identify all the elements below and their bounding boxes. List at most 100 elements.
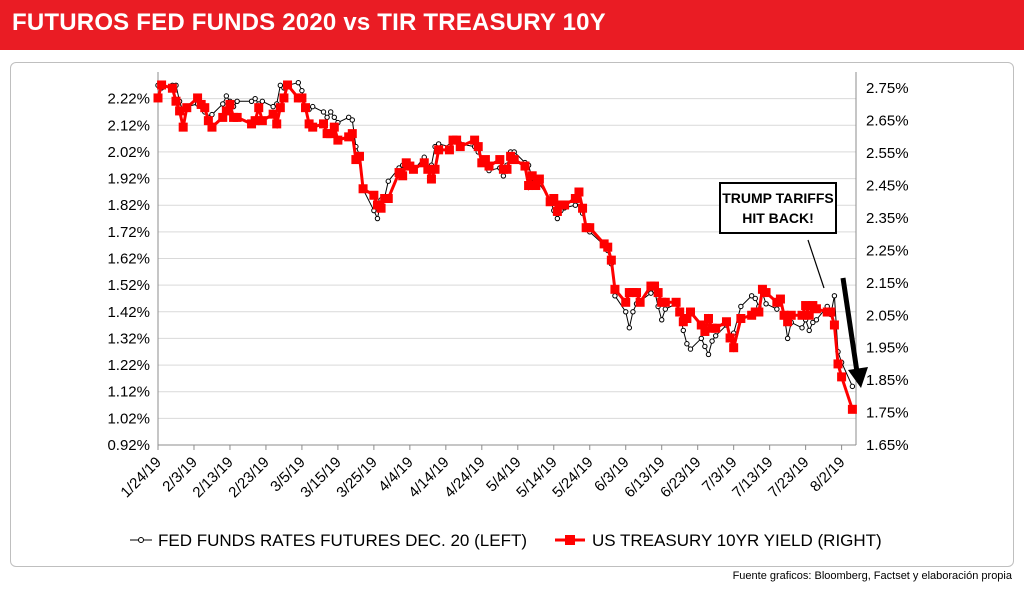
treasury-point (775, 294, 785, 304)
treasury-point (606, 255, 616, 265)
treasury-point (354, 151, 364, 161)
treasury-point (268, 109, 278, 119)
treasury-point (685, 307, 695, 317)
y-right-tick-label: 2.35% (866, 210, 909, 227)
treasury-line (156, 81, 854, 410)
treasury-point (398, 171, 408, 181)
down-arrow-head (848, 367, 868, 388)
y-left-tick-label: 2.02% (107, 144, 150, 161)
fed-funds-point (328, 109, 334, 115)
treasury-point (711, 323, 721, 333)
treasury-point (804, 310, 814, 320)
fed-funds-point (310, 103, 316, 110)
treasury-point (574, 187, 584, 197)
fed-funds-point (680, 327, 686, 334)
treasury-point (376, 203, 386, 213)
legend-fed-swatch-marker (138, 537, 144, 543)
treasury-point (358, 184, 368, 194)
treasury-point (319, 119, 329, 129)
fed-funds-point (810, 319, 816, 326)
y-right-tick-label: 2.15% (866, 275, 909, 292)
treasury-point (275, 103, 285, 113)
fed-funds-point (662, 306, 669, 312)
y-left-tick-label: 1.32% (107, 330, 150, 347)
fed-funds-point (277, 82, 284, 89)
treasury-point (329, 122, 339, 132)
treasury-point (524, 181, 534, 191)
treasury-point (423, 164, 433, 174)
y-left-tick-label: 1.22% (107, 357, 150, 374)
fed-funds-point (659, 317, 665, 323)
header-banner: FUTUROS FED FUNDS 2020 vs TIR TREASURY 1… (0, 0, 1024, 50)
treasury-point (578, 203, 588, 213)
y-right-tick-label: 2.55% (866, 145, 909, 162)
fed-funds-point (623, 309, 629, 315)
y-left-tick-label: 1.42% (107, 304, 150, 321)
treasury-point (383, 193, 393, 203)
treasury-point (653, 288, 663, 298)
fed-funds-point (684, 341, 690, 347)
x-tick-label: 7/23/19 (765, 454, 812, 501)
treasury-point (534, 174, 544, 184)
fed-funds-point (738, 303, 744, 310)
treasury-point (826, 307, 836, 317)
fed-funds-point (324, 114, 330, 120)
y-right-tick-label: 2.65% (866, 113, 909, 130)
y-right-tick-label: 2.45% (866, 178, 909, 195)
treasury-point (308, 122, 318, 132)
y-left-tick-label: 1.52% (107, 277, 150, 294)
y-right-tick-label: 1.85% (866, 372, 909, 389)
annotation-pointer (807, 239, 825, 289)
fed-funds-point (774, 306, 780, 312)
treasury-point (250, 116, 260, 126)
treasury-point (786, 310, 796, 320)
treasury-point (254, 103, 264, 113)
treasury-point (369, 190, 379, 200)
fed-funds-point (270, 103, 276, 110)
x-tick-label: 6/23/19 (657, 454, 704, 501)
treasury-point (675, 307, 685, 317)
treasury-point (171, 96, 181, 106)
fed-funds-point (345, 114, 352, 120)
treasury-point (721, 317, 731, 327)
y-left-tick-label: 2.22% (107, 91, 150, 108)
treasury-point (585, 223, 595, 233)
fed-funds-point (500, 173, 507, 179)
treasury-point (444, 145, 454, 155)
treasury-point (632, 288, 642, 298)
fed-funds-point (299, 87, 305, 94)
treasury-point (297, 93, 307, 103)
fed-funds-point (849, 383, 856, 390)
fed-funds-point (806, 327, 812, 334)
treasury-point (203, 116, 213, 126)
down-arrow-shaft (840, 277, 860, 373)
fed-funds-point (813, 317, 820, 323)
y-left-tick-label: 1.02% (107, 410, 150, 427)
fed-funds-point (709, 338, 715, 344)
fed-funds-point (385, 178, 391, 184)
treasury-point (801, 301, 811, 311)
treasury-point (811, 304, 821, 314)
page-title: FUTUROS FED FUNDS 2020 vs TIR TREASURY 1… (12, 9, 606, 36)
y-right-tick-label: 1.75% (866, 405, 909, 422)
y-right-tick-label: 1.65% (866, 437, 909, 454)
fed-funds-point (252, 95, 258, 102)
treasury-point (527, 171, 537, 181)
treasury-point (218, 112, 228, 122)
fed-funds-point (831, 293, 838, 299)
treasury-point (434, 145, 444, 155)
fed-funds-point (712, 333, 719, 339)
treasury-point (761, 288, 771, 298)
fed-funds-point (748, 293, 755, 299)
fed-funds-line (157, 82, 853, 387)
treasury-point (430, 164, 440, 174)
x-tick-label: 5/24/19 (549, 454, 596, 501)
treasury-point (347, 129, 357, 139)
treasury-point (650, 281, 660, 291)
treasury-point (570, 193, 580, 203)
treasury-point (635, 297, 645, 307)
treasury-point (232, 112, 242, 122)
treasury-point (419, 158, 429, 168)
y-right-tick-label: 1.95% (866, 340, 909, 357)
